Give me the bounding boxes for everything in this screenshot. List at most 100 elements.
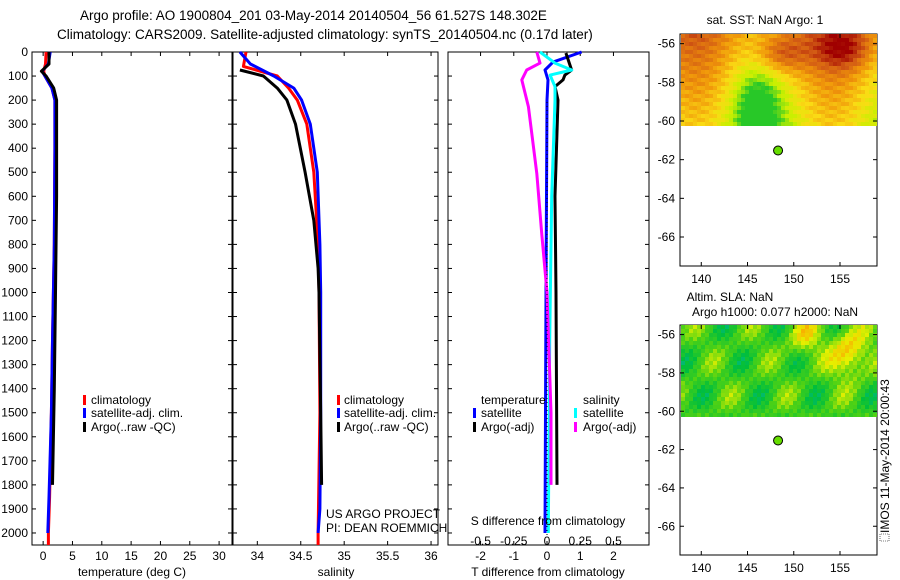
heatmap-cell: [765, 82, 769, 86]
heatmap-cell: [765, 357, 769, 361]
heatmap-cell: [821, 397, 825, 401]
x-tick-label: 145: [738, 561, 758, 575]
heatmap-cell: [809, 337, 813, 341]
heatmap-cell: [705, 341, 709, 345]
heatmap-cell: [789, 98, 793, 102]
heatmap-cell: [765, 110, 769, 114]
heatmap-cell: [717, 377, 721, 381]
heatmap-cell: [869, 333, 873, 337]
heatmap-cell: [805, 122, 809, 126]
heatmap-cell: [857, 341, 861, 345]
s-difference-xlabel: S difference from climatology: [471, 514, 626, 528]
heatmap-cell: [873, 62, 877, 66]
heatmap-cell: [693, 38, 697, 42]
heatmap-cell: [769, 397, 773, 401]
heatmap-cell: [765, 98, 769, 102]
heatmap-cell: [681, 381, 685, 385]
heatmap-cell: [717, 54, 721, 58]
heatmap-cell: [761, 70, 765, 74]
heatmap-cell: [737, 110, 741, 114]
heatmap-cell: [713, 34, 717, 38]
heatmap-cell: [773, 329, 777, 333]
heatmap-cell: [733, 413, 737, 417]
heatmap-cell: [841, 345, 845, 349]
heatmap-cell: [753, 38, 757, 42]
heatmap-cell: [809, 50, 813, 54]
heatmap-cell: [685, 369, 689, 373]
heatmap-cell: [789, 102, 793, 106]
heatmap-cell: [745, 397, 749, 401]
heatmap-cell: [833, 325, 837, 329]
heatmap-cell: [685, 401, 689, 405]
heatmap-cell: [749, 401, 753, 405]
heatmap-cell: [821, 409, 825, 413]
heatmap-cell: [825, 118, 829, 122]
heatmap-cell: [809, 54, 813, 58]
heatmap-cell: [845, 86, 849, 90]
heatmap-cell: [741, 90, 745, 94]
heatmap-cell: [849, 341, 853, 345]
heatmap-cell: [765, 46, 769, 50]
heatmap-cell: [765, 393, 769, 397]
heatmap-cell: [861, 381, 865, 385]
heatmap-cell: [813, 413, 817, 417]
heatmap-cell: [685, 357, 689, 361]
heatmap-cell: [753, 46, 757, 50]
heatmap-cell: [841, 413, 845, 417]
heatmap-cell: [857, 353, 861, 357]
heatmap-cell: [789, 361, 793, 365]
heatmap-cell: [761, 377, 765, 381]
heatmap-cell: [697, 58, 701, 62]
heatmap-cell: [809, 90, 813, 94]
heatmap-cell: [777, 118, 781, 122]
heatmap-cell: [845, 401, 849, 405]
heatmap-cell: [785, 381, 789, 385]
heatmap-cell: [697, 86, 701, 90]
heatmap-cell: [833, 90, 837, 94]
heatmap-cell: [789, 389, 793, 393]
heatmap-cell: [805, 90, 809, 94]
heatmap-cell: [685, 82, 689, 86]
heatmap-cell: [781, 34, 785, 38]
heatmap-cell: [813, 357, 817, 361]
heatmap-cell: [689, 78, 693, 82]
heatmap-cell: [793, 353, 797, 357]
heatmap-cell: [693, 46, 697, 50]
heatmap-cell: [845, 373, 849, 377]
y-tick-label: 1100: [2, 310, 28, 324]
heatmap-cell: [709, 397, 713, 401]
heatmap-cell: [873, 86, 877, 90]
heatmap-cell: [809, 118, 813, 122]
heatmap-cell: [857, 46, 861, 50]
heatmap-cell: [705, 361, 709, 365]
heatmap-cell: [765, 373, 769, 377]
heatmap-cell: [845, 110, 849, 114]
heatmap-cell: [825, 409, 829, 413]
heatmap-cell: [801, 114, 805, 118]
heatmap-cell: [781, 70, 785, 74]
heatmap-cell: [697, 102, 701, 106]
heatmap-cell: [689, 98, 693, 102]
heatmap-cell: [793, 38, 797, 42]
heatmap-cell: [705, 385, 709, 389]
heatmap-cell: [725, 82, 729, 86]
y-tick-label: 600: [8, 189, 28, 203]
heatmap-cell: [849, 409, 853, 413]
heatmap-cell: [837, 58, 841, 62]
heatmap-cell: [869, 98, 873, 102]
heatmap-cell: [841, 78, 845, 82]
heatmap-cell: [781, 353, 785, 357]
heatmap-cell: [857, 401, 861, 405]
heatmap-cell: [841, 114, 845, 118]
heatmap-cell: [705, 46, 709, 50]
heatmap-cell: [789, 353, 793, 357]
heatmap-cell: [777, 397, 781, 401]
heatmap-cell: [869, 381, 873, 385]
heatmap-cell: [869, 353, 873, 357]
heatmap-cell: [861, 373, 865, 377]
heatmap-cell: [761, 114, 765, 118]
heatmap-cell: [801, 325, 805, 329]
heatmap-cell: [805, 114, 809, 118]
heatmap-cell: [773, 325, 777, 329]
heatmap-cell: [865, 373, 869, 377]
